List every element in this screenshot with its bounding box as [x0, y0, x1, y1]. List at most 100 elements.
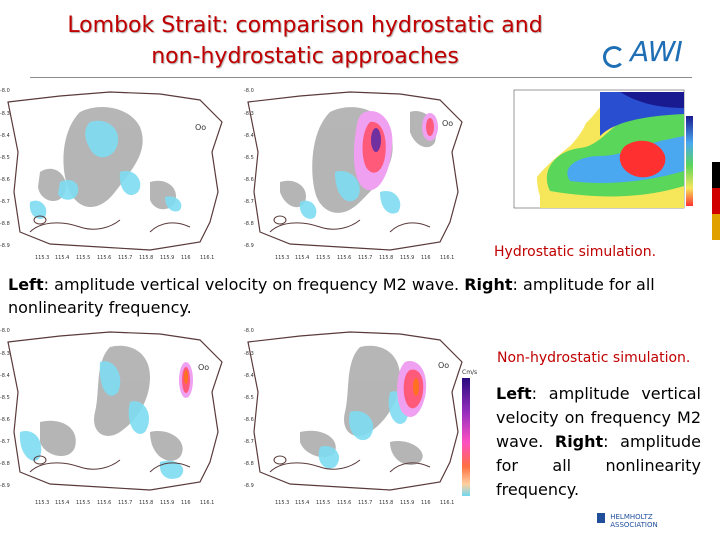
caption-right-bold: Right [464, 275, 513, 294]
lon-tick: 116 [421, 500, 431, 506]
helmholtz-logo-line1: HELMHOLTZ [610, 513, 653, 521]
caption-right-text: : amplitude for all nonlinearity frequen… [8, 275, 655, 317]
lon-tick: 115.9 [400, 255, 414, 261]
lon-tick: 116 [421, 255, 431, 261]
lon-tick: 115.3 [275, 255, 289, 261]
helmholtz-logo-line2: ASSOCIATION [610, 521, 658, 529]
lat-tick: -8.4 [244, 133, 254, 139]
caption-left-bold: Left [496, 384, 532, 403]
lon-tick: 115.4 [295, 255, 309, 261]
lon-tick: 115.7 [118, 500, 132, 506]
lon-tick: 115.4 [55, 255, 69, 261]
lat-tick: -8.7 [0, 199, 10, 205]
lon-tick: 115.9 [400, 500, 414, 506]
caption-right-text: : amplitude for all nonlinearity frequen… [496, 432, 701, 499]
lat-tick: -8.0 [0, 328, 10, 334]
lon-tick: 115.4 [55, 500, 69, 506]
nonhydrostatic-label: Non-hydrostatic simulation. [497, 350, 691, 366]
lon-tick: 115.6 [97, 500, 111, 506]
lat-tick: -8.6 [244, 177, 254, 183]
lon-tick: 115.5 [76, 500, 90, 506]
map-nonhydrostatic-nonlinear: Oo Cm/s -8.0 -8.3 -8.4 -8.5 -8.6 -8.7 -8… [240, 322, 490, 507]
lon-tick: 115.5 [76, 255, 90, 261]
lon-tick: 115.5 [316, 500, 330, 506]
lat-tick: -8.0 [244, 328, 254, 334]
lon-tick: 115.6 [97, 255, 111, 261]
lon-tick: 115.8 [379, 500, 393, 506]
lat-tick: -8.3 [0, 111, 10, 117]
caption-left-text: : amplitude vertical velocity on frequen… [43, 275, 465, 294]
nonhydrostatic-caption: Left: amplitude vertical velocity on fre… [496, 382, 701, 502]
svg-text:Oo: Oo [195, 123, 206, 132]
caption-left-text: : amplitude vertical velocity on frequen… [496, 384, 701, 451]
helmholtz-logo: HELMHOLTZ ASSOCIATION [597, 513, 658, 529]
lon-tick: 115.4 [295, 500, 309, 506]
lat-tick: -8.3 [0, 351, 10, 357]
caption-right-bold: Right [554, 432, 604, 451]
lon-tick: 115.7 [358, 500, 372, 506]
slide-title: Lombok Strait: comparison hydrostatic an… [30, 10, 580, 72]
lon-tick: 115.7 [358, 255, 372, 261]
lat-tick: -8.8 [0, 461, 10, 467]
lat-tick: -8.3 [244, 111, 254, 117]
caption-left-bold: Left [8, 275, 44, 294]
lat-tick: -8.8 [0, 221, 10, 227]
lat-tick: -8.5 [0, 395, 10, 401]
lon-tick: 116.1 [440, 500, 454, 506]
lat-tick: -8.3 [244, 351, 254, 357]
lat-tick: -8.8 [244, 221, 254, 227]
lat-tick: -8.6 [0, 177, 10, 183]
lon-tick: 116.1 [200, 255, 214, 261]
lat-tick: -8.5 [0, 155, 10, 161]
lon-tick: 115.3 [275, 500, 289, 506]
lat-tick: -8.9 [244, 243, 254, 249]
flag-black-stripe [712, 162, 720, 188]
map-nonhydrostatic-m2: Oo -8.0 -8.3 -8.4 -8.5 -8.6 -8.7 -8.8 -8… [0, 322, 238, 507]
lon-tick: 115.3 [35, 500, 49, 506]
lat-tick: -8.9 [0, 483, 10, 489]
lon-tick: 115.5 [316, 255, 330, 261]
hydrostatic-label: Hydrostatic simulation. [494, 244, 657, 260]
lat-tick: -8.0 [0, 88, 10, 94]
hydrostatic-caption: Left: amplitude vertical velocity on fre… [8, 273, 708, 319]
lon-tick: 115.9 [160, 255, 174, 261]
lat-tick: -8.5 [244, 395, 254, 401]
lon-tick: 115.8 [139, 500, 153, 506]
lat-tick: -8.8 [244, 461, 254, 467]
awi-logo-icon [603, 45, 625, 68]
svg-text:Oo: Oo [198, 363, 209, 372]
lat-tick: -8.9 [0, 243, 10, 249]
lon-tick: 115.6 [337, 500, 351, 506]
lat-tick: -8.7 [244, 439, 254, 445]
title-divider [30, 77, 692, 78]
lon-tick: 115.8 [139, 255, 153, 261]
lon-tick: 115.9 [160, 500, 174, 506]
awi-logo-text: AWI [630, 35, 683, 68]
lon-tick: 116.1 [200, 500, 214, 506]
lon-tick: 116 [181, 500, 191, 506]
lon-tick: 115.3 [35, 255, 49, 261]
lon-tick: 115.7 [118, 255, 132, 261]
lat-tick: -8.6 [0, 417, 10, 423]
slide-title-line1: Lombok Strait: comparison hydrostatic an… [67, 13, 543, 38]
lon-tick: 116.1 [440, 255, 454, 261]
flag-red-stripe [712, 188, 720, 214]
svg-text:Oo: Oo [438, 361, 449, 370]
lat-tick: -8.7 [0, 439, 10, 445]
helmholtz-logo-icon [597, 513, 605, 523]
lat-tick: -8.6 [244, 417, 254, 423]
map-domain-overview [500, 86, 700, 220]
lat-tick: -8.7 [244, 199, 254, 205]
lat-tick: -8.9 [244, 483, 254, 489]
colorbar-unit-label: Cm/s [462, 369, 477, 376]
slide-title-line2: non-hydrostatic approaches [151, 44, 459, 69]
map-hydrostatic-m2: Oo -8.0 -8.3 -8.4 -8.5 -8.6 -8.7 -8.8 -8… [0, 82, 238, 262]
lon-tick: 115.6 [337, 255, 351, 261]
awi-logo: AWI [603, 35, 683, 68]
lat-tick: -8.4 [0, 133, 10, 139]
lon-tick: 115.8 [379, 255, 393, 261]
lat-tick: -8.0 [244, 88, 254, 94]
colorbar [462, 378, 470, 496]
lat-tick: -8.4 [244, 373, 254, 379]
lon-tick: 116 [181, 255, 191, 261]
